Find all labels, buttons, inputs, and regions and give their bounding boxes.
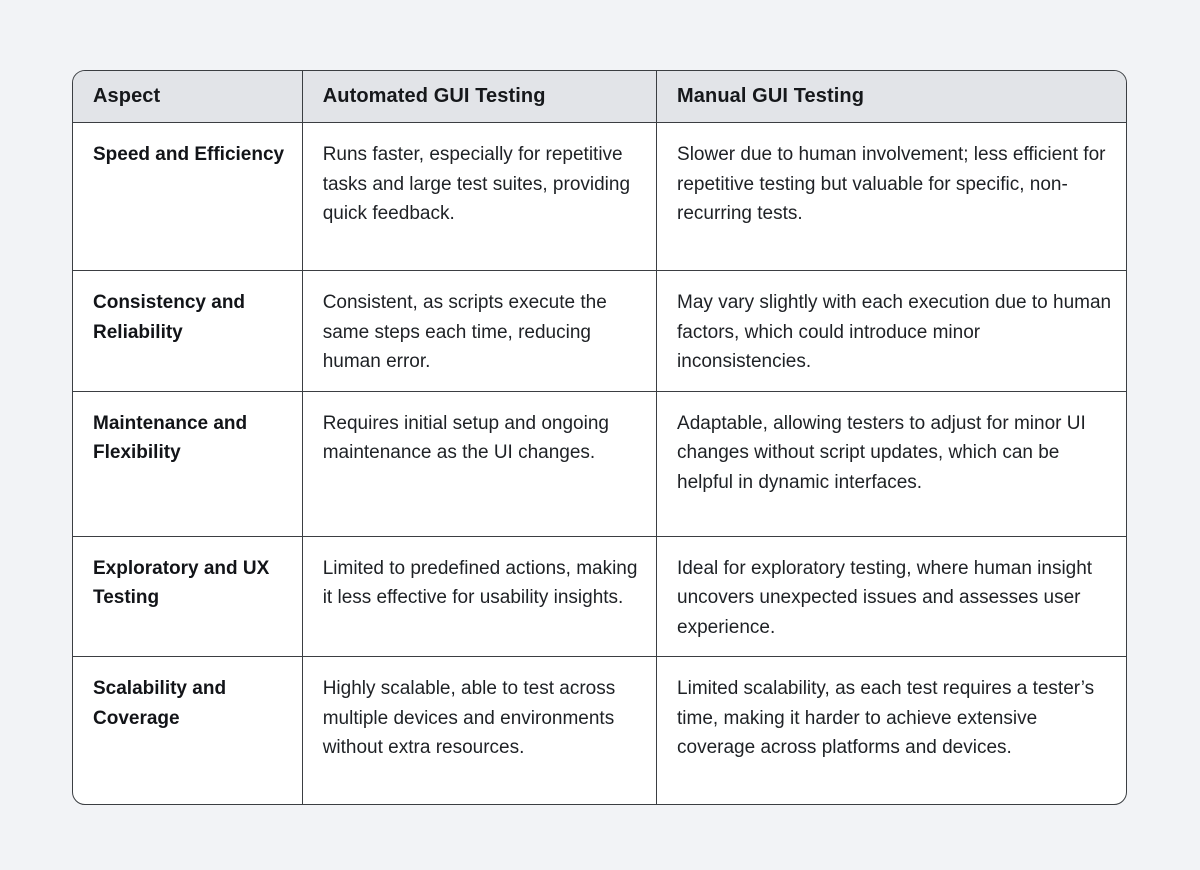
automated-testing-cell: Consistent, as scripts execute the same … bbox=[302, 270, 658, 392]
aspect-cell: Consistency and Reliability bbox=[73, 270, 303, 392]
manual-testing-cell: Slower due to human involvement; less ef… bbox=[656, 122, 1126, 271]
automated-testing-cell: Requires initial setup and ongoing maint… bbox=[302, 391, 658, 537]
automated-testing-cell: Limited to predefined actions, making it… bbox=[302, 536, 658, 657]
aspect-cell: Maintenance and Flexibility bbox=[73, 391, 303, 537]
manual-testing-cell: Ideal for exploratory testing, where hum… bbox=[656, 536, 1126, 657]
header-cell-manual-gui-testing: Manual GUI Testing bbox=[656, 71, 1126, 123]
aspect-cell: Scalability and Coverage bbox=[73, 656, 303, 804]
aspect-cell: Speed and Efficiency bbox=[73, 122, 303, 271]
header-row: Aspect Automated GUI Testing Manual GUI … bbox=[73, 71, 1126, 123]
table-header: Aspect Automated GUI Testing Manual GUI … bbox=[73, 71, 1126, 123]
header-cell-aspect: Aspect bbox=[73, 71, 303, 123]
table-row: Scalability and Coverage Highly scalable,… bbox=[73, 656, 1126, 804]
manual-testing-cell: Limited scalability, as each test requir… bbox=[677, 678, 1095, 758]
table-row: Exploratory and UX Testing Limited to pre… bbox=[73, 536, 1126, 657]
table-row: Maintenance and Flexibility Requires init… bbox=[73, 391, 1126, 537]
manual-testing-cell: May vary slightly with each execution du… bbox=[656, 270, 1126, 392]
table-row: Speed and Efficiency Runs faster, especia… bbox=[73, 122, 1126, 271]
aspect-cell: Exploratory and UX Testing bbox=[73, 536, 303, 657]
comparison-table-card: Aspect Automated GUI Testing Manual GUI … bbox=[72, 70, 1127, 805]
header-cell-automated-gui-testing: Automated GUI Testing bbox=[302, 71, 658, 123]
manual-testing-cell: Adaptable, allowing testers to adjust fo… bbox=[656, 391, 1126, 537]
automated-testing-cell: Runs faster, especially for repetitive t… bbox=[302, 122, 658, 271]
table-row: Consistency and Reliability Consistent, a… bbox=[73, 270, 1126, 392]
comparison-table: Aspect Automated GUI Testing Manual GUI … bbox=[73, 71, 1126, 804]
table-body: Speed and Efficiency Runs faster, especia… bbox=[73, 122, 1126, 804]
automated-testing-cell: Highly scalable, able to test across mul… bbox=[302, 656, 658, 804]
